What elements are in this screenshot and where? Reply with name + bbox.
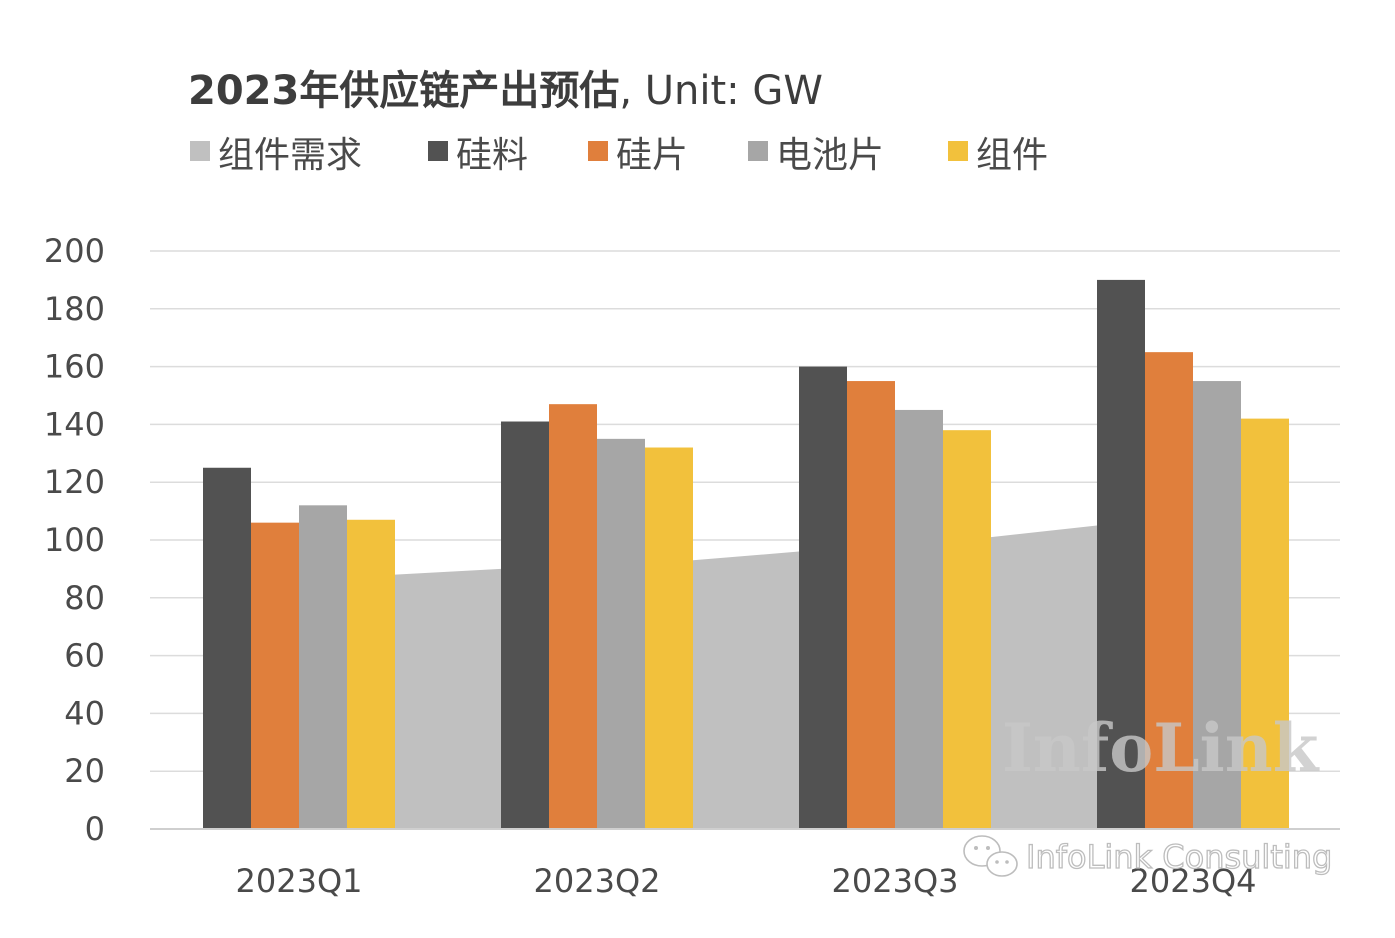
legend-label-cell: 电池片	[776, 135, 885, 176]
bar-module-2023Q4	[1241, 418, 1289, 829]
legend-label-demand: 组件需求	[218, 135, 363, 176]
bar-module-2023Q1	[347, 519, 395, 829]
y-tick-label-200: 200	[44, 232, 105, 270]
x-tick-label-2023Q1: 2023Q1	[236, 862, 363, 900]
legend-swatch-wafer	[588, 141, 608, 161]
bar-module-2023Q2	[645, 447, 693, 829]
x-tick-label-2023Q4: 2023Q4	[1130, 862, 1257, 900]
bar-polysilicon-2023Q3	[799, 366, 847, 829]
y-tick-label-180: 180	[44, 290, 105, 328]
axes: 0 20 40 60 80 100 120 140 160 180 200 2023Q1 2023Q2 2…	[44, 232, 1340, 900]
bar-wafer-2023Q3	[847, 381, 895, 829]
bar-polysilicon-2023Q2	[501, 421, 549, 829]
legend-label-wafer: 硅片	[616, 135, 689, 176]
bar-cell-2023Q2	[597, 438, 645, 829]
demand-area	[395, 525, 1097, 829]
y-tick-label-100: 100	[44, 521, 105, 559]
legend-swatch-polysilicon	[428, 141, 448, 161]
x-tick-label-2023Q3: 2023Q3	[832, 862, 959, 900]
legend-swatch-demand	[190, 141, 210, 161]
legend-label-polysilicon: 硅料	[456, 135, 529, 176]
y-tick-label-0: 0	[85, 810, 105, 848]
x-tick-label-2023Q2: 2023Q2	[534, 862, 661, 900]
demand-area-shape	[395, 525, 1097, 829]
legend-label-module: 组件	[976, 135, 1049, 176]
y-tick-label-140: 140	[44, 405, 105, 443]
chart-title-text: 2023年供应链产出预估	[188, 68, 620, 114]
watermark-credit: InfoLink Consulting	[1026, 838, 1332, 876]
y-tick-label-160: 160	[44, 348, 105, 386]
bar-polysilicon-2023Q1	[203, 467, 251, 829]
bars	[203, 279, 1289, 829]
y-tick-label-80: 80	[64, 579, 105, 617]
bar-wafer-2023Q2	[549, 404, 597, 829]
y-tick-label-40: 40	[64, 694, 105, 732]
watermark: InfoLink InfoLink Consulting	[963, 709, 1333, 877]
wechat-icon	[963, 835, 1018, 877]
legend-swatch-module	[948, 141, 968, 161]
legend-swatch-cell	[748, 141, 768, 161]
bar-cell-2023Q1	[299, 505, 347, 829]
legend: 组件需求 硅料 硅片 电池片 组件	[190, 133, 1190, 183]
bar-wafer-2023Q1	[251, 522, 299, 829]
watermark-brand: InfoLink	[1002, 709, 1320, 787]
bar-cell-2023Q4	[1193, 381, 1241, 829]
chart-unit-text: , Unit: GW	[619, 68, 823, 114]
bar-module-2023Q3	[943, 430, 991, 829]
bar-wafer-2023Q4	[1145, 352, 1193, 829]
y-tick-label-20: 20	[64, 752, 105, 790]
chart-title: 2023年供应链产出预估, Unit: GW	[188, 58, 823, 116]
bar-cell-2023Q3	[895, 409, 943, 829]
y-tick-label-120: 120	[44, 463, 105, 501]
y-tick-label-60: 60	[64, 637, 105, 675]
bar-polysilicon-2023Q4	[1097, 279, 1145, 829]
